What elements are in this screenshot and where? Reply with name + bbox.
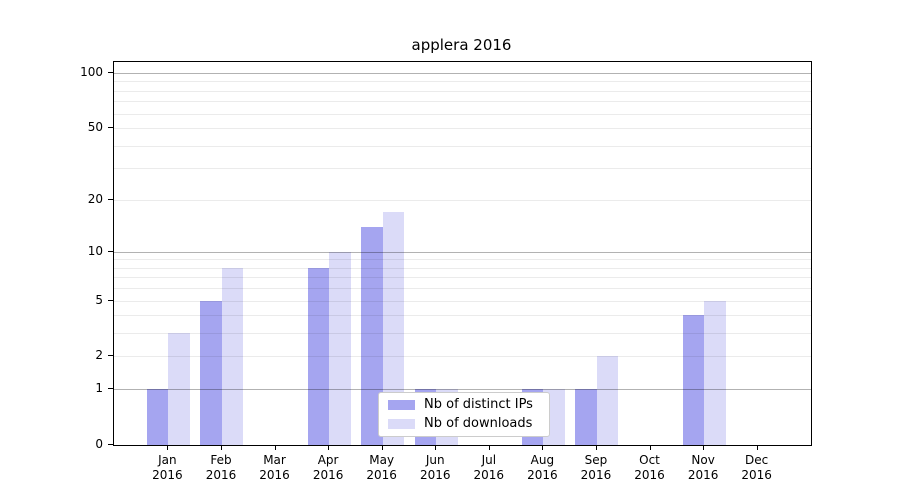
legend-entry-downloads: Nb of downloads xyxy=(388,416,541,432)
y-tick-label-0: 0 xyxy=(95,437,103,451)
x-tick-mark-nov xyxy=(703,445,705,450)
legend-entry-distinct-ips: Nb of distinct IPs xyxy=(388,397,541,413)
bar-nb-of-distinct-ips-jan xyxy=(146,389,169,445)
y-tick-label-100: 100 xyxy=(80,64,103,79)
y-tick-label-2: 2 xyxy=(95,348,103,363)
bar-nb-of-distinct-ips-apr xyxy=(307,267,330,445)
bar-nb-of-downloads-sep xyxy=(596,356,619,445)
x-tick-label-mar: Mar 2016 xyxy=(259,453,290,482)
x-tick-label-aug: Aug 2016 xyxy=(527,453,558,482)
y-tick-label-50: 50 xyxy=(87,120,103,135)
x-tick-label-jul: Jul 2016 xyxy=(473,453,505,482)
x-tick-label-apr: Apr 2016 xyxy=(312,453,344,482)
y-tick-mark-100 xyxy=(108,71,113,73)
legend-label-distinct-ips: Nb of distinct IPs xyxy=(424,397,533,413)
bars-layer xyxy=(114,62,811,445)
x-tick-mark-oct xyxy=(649,445,651,450)
x-tick-label-feb: Feb 2016 xyxy=(205,453,237,482)
x-tick-mark-dec xyxy=(756,445,758,450)
y-tick-mark-0 xyxy=(108,444,113,445)
bar-nb-of-distinct-ips-feb xyxy=(200,300,222,445)
x-tick-mark-may xyxy=(381,445,383,450)
x-tick-label-may: May 2016 xyxy=(366,453,397,482)
y-tick-mark-5 xyxy=(108,299,113,301)
x-tick-mark-mar xyxy=(274,445,276,450)
x-tick-label-jan: Jan 2016 xyxy=(152,453,183,482)
legend-swatch-distinct-ips xyxy=(388,400,415,411)
y-tick-label-20: 20 xyxy=(87,191,103,206)
y-tick-mark-1 xyxy=(108,388,113,390)
bar-nb-of-distinct-ips-may xyxy=(361,226,383,445)
legend-swatch-downloads xyxy=(388,418,415,429)
legend-label-downloads: Nb of downloads xyxy=(424,415,533,431)
bar-nb-of-downloads-feb xyxy=(221,267,244,445)
bar-nb-of-downloads-nov xyxy=(704,300,726,445)
x-tick-label-jun: Jun 2016 xyxy=(419,453,451,482)
y-tick-mark-2 xyxy=(108,355,113,357)
x-tick-mark-sep xyxy=(595,445,597,450)
x-tick-mark-jan xyxy=(167,445,169,450)
legend: Nb of distinct IPs Nb of downloads xyxy=(378,392,550,437)
x-tick-label-sep: Sep 2016 xyxy=(580,453,612,482)
bar-nb-of-distinct-ips-nov xyxy=(682,315,705,445)
x-tick-mark-feb xyxy=(220,445,222,450)
x-tick-label-nov: Nov 2016 xyxy=(687,453,719,482)
plot-area: Nb of distinct IPs Nb of downloads xyxy=(113,61,812,446)
chart-title: applera 2016 xyxy=(411,36,512,54)
x-tick-mark-jul xyxy=(488,445,490,450)
x-tick-label-dec: Dec 2016 xyxy=(741,453,772,482)
bar-nb-of-downloads-may xyxy=(382,211,405,445)
y-tick-mark-20 xyxy=(108,198,113,200)
y-tick-label-5: 5 xyxy=(95,292,103,307)
y-tick-label-1: 1 xyxy=(95,381,103,396)
bar-nb-of-downloads-apr xyxy=(329,251,351,445)
bar-nb-of-downloads-jan xyxy=(168,333,190,445)
x-tick-mark-jun xyxy=(435,445,437,450)
x-tick-mark-apr xyxy=(328,445,330,450)
x-tick-mark-aug xyxy=(542,445,544,450)
y-tick-mark-10 xyxy=(108,250,113,252)
bar-nb-of-distinct-ips-sep xyxy=(575,389,597,445)
y-tick-label-10: 10 xyxy=(87,243,103,258)
y-tick-mark-50 xyxy=(108,127,113,129)
x-tick-label-oct: Oct 2016 xyxy=(634,453,665,482)
